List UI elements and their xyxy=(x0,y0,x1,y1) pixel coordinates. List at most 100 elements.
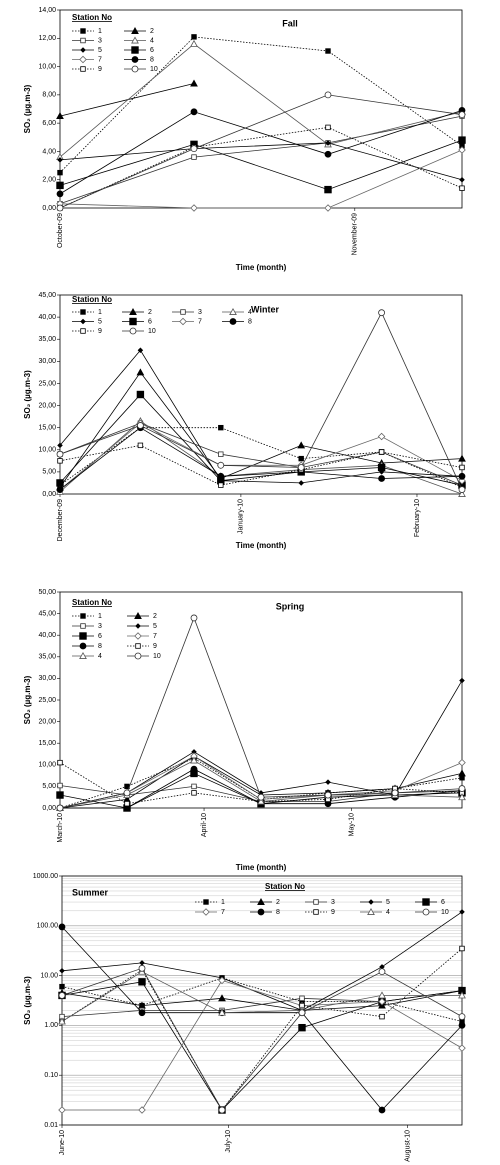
legend-marker xyxy=(368,899,374,905)
legend-label: 3 xyxy=(98,623,102,630)
marker xyxy=(378,1106,386,1114)
marker xyxy=(191,790,197,796)
legend-marker xyxy=(79,55,87,64)
legend-label: 9 xyxy=(98,328,102,335)
legend-marker xyxy=(80,37,86,44)
legend-label: 10 xyxy=(441,909,449,916)
y-tick-label: 14,00 xyxy=(38,7,56,14)
y-tick-label: 0,00 xyxy=(42,205,56,212)
marker xyxy=(257,797,265,805)
marker xyxy=(378,991,386,999)
marker xyxy=(458,486,466,493)
series-line xyxy=(59,110,463,195)
legend-marker xyxy=(134,632,142,640)
legend-marker xyxy=(80,309,86,315)
legend-label: 5 xyxy=(98,47,102,54)
marker xyxy=(379,1013,385,1020)
y-tick-label: 1000.00 xyxy=(33,873,58,880)
legend-label: 9 xyxy=(153,643,157,650)
legend-marker xyxy=(135,623,141,629)
series-line xyxy=(59,444,463,486)
x-tick-label: April-10 xyxy=(201,813,208,837)
marker xyxy=(190,108,198,116)
legend-label: 1 xyxy=(98,309,102,316)
y-axis-title: SO₂ (µg.m-3) xyxy=(23,976,32,1025)
marker xyxy=(57,782,63,789)
legend-marker xyxy=(229,318,237,325)
y-tick-label: 10.00 xyxy=(40,972,58,979)
marker xyxy=(377,463,386,472)
marker xyxy=(58,923,66,931)
y-tick-label: 12,00 xyxy=(38,35,56,42)
marker xyxy=(298,480,304,486)
legend-marker xyxy=(134,652,142,660)
x-tick-label: March-10 xyxy=(57,813,64,843)
y-axis-title: SO₂ (µg.m-3) xyxy=(23,675,32,724)
marker xyxy=(297,441,306,449)
marker xyxy=(191,34,197,40)
marker xyxy=(190,765,198,773)
marker xyxy=(137,442,144,449)
legend-marker xyxy=(79,632,87,640)
y-tick-label: 6,00 xyxy=(42,120,56,127)
series-line xyxy=(59,139,463,191)
marker xyxy=(59,968,65,974)
marker xyxy=(138,964,146,972)
series-line xyxy=(59,349,463,484)
series-line xyxy=(62,979,463,1111)
legend-title: Station No xyxy=(265,882,305,891)
marker xyxy=(458,793,466,801)
marker xyxy=(297,464,305,471)
series-line xyxy=(59,43,463,158)
series-line xyxy=(61,967,463,1111)
x-tick-label: May-10 xyxy=(348,813,355,836)
y-tick-label: 40,00 xyxy=(38,632,56,639)
y-tick-label: 25,00 xyxy=(38,697,56,704)
y-tick-label: 5,00 xyxy=(42,469,56,476)
series-line xyxy=(59,422,463,486)
marker xyxy=(217,472,225,480)
marker xyxy=(325,48,331,54)
marker xyxy=(218,1008,226,1016)
marker xyxy=(56,112,64,120)
legend-marker xyxy=(80,28,86,34)
y-tick-label: 35,00 xyxy=(38,654,56,661)
legend-label: 5 xyxy=(98,318,102,325)
marker xyxy=(325,779,331,785)
series-line xyxy=(59,94,463,209)
legend-marker xyxy=(313,899,319,905)
legend-label: 3 xyxy=(331,899,335,906)
marker xyxy=(217,461,225,469)
series-line xyxy=(61,990,463,1011)
marker xyxy=(138,1106,146,1114)
plot-area xyxy=(59,591,463,809)
marker xyxy=(459,464,465,471)
legend-label: 1 xyxy=(221,899,225,906)
legend-label: 8 xyxy=(248,318,252,325)
y-tick-label: 8,00 xyxy=(42,92,56,99)
legend-marker xyxy=(80,613,86,619)
y-tick-label: 30,00 xyxy=(38,675,56,682)
legend-label: 6 xyxy=(148,318,152,325)
legend-marker xyxy=(422,908,430,916)
legend-label: 2 xyxy=(148,309,152,316)
marker xyxy=(136,422,144,429)
plot-area xyxy=(59,294,463,495)
marker xyxy=(458,146,466,154)
marker xyxy=(458,111,466,119)
legend-label: 7 xyxy=(198,318,202,325)
series-line xyxy=(59,427,463,490)
marker xyxy=(57,169,63,176)
x-tick-label: January-10 xyxy=(238,499,245,534)
legend-label: 2 xyxy=(276,899,280,906)
marker xyxy=(138,1009,146,1017)
legend-marker xyxy=(79,651,87,659)
series-line xyxy=(61,948,463,1111)
marker xyxy=(57,157,63,163)
x-tick-label: July-10 xyxy=(225,1130,232,1153)
marker xyxy=(324,185,332,194)
series-line xyxy=(59,115,463,205)
legend-label: 7 xyxy=(221,909,225,916)
chart-title: Spring xyxy=(276,601,305,611)
series-line xyxy=(61,971,462,1022)
